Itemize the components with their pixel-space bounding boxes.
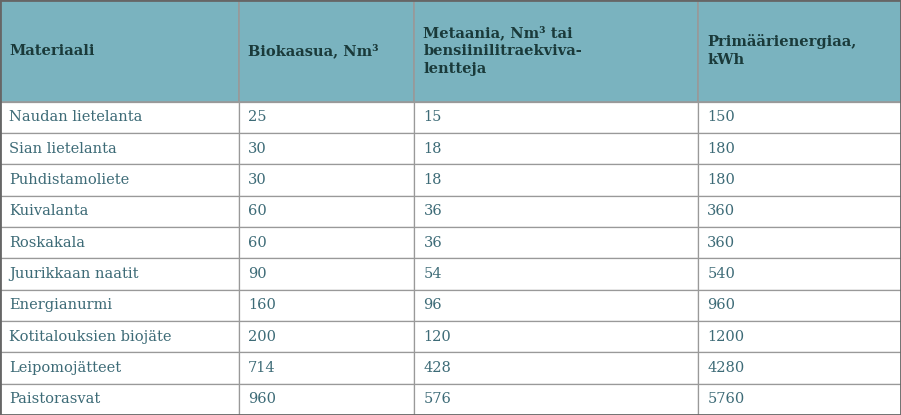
Text: 30: 30 <box>248 142 267 156</box>
Bar <box>414 102 698 133</box>
Text: Puhdistamoliete: Puhdistamoliete <box>9 173 129 187</box>
Text: 120: 120 <box>423 330 451 344</box>
Bar <box>0 227 239 258</box>
Bar <box>698 0 901 102</box>
Bar <box>698 290 901 321</box>
Text: 960: 960 <box>248 392 276 406</box>
Text: Primäärienergiaa,
kWh: Primäärienergiaa, kWh <box>707 34 857 67</box>
Text: 60: 60 <box>248 236 267 250</box>
Bar <box>698 164 901 196</box>
Bar <box>698 102 901 133</box>
Text: Naudan lietelanta: Naudan lietelanta <box>9 110 142 124</box>
Bar <box>0 352 239 383</box>
Text: 360: 360 <box>707 236 735 250</box>
Bar <box>414 164 698 196</box>
Text: 54: 54 <box>423 267 442 281</box>
Text: 60: 60 <box>248 204 267 218</box>
Bar <box>698 196 901 227</box>
Bar <box>414 133 698 164</box>
Bar <box>698 321 901 352</box>
Text: Paistorasvat: Paistorasvat <box>9 392 100 406</box>
Text: Roskakala: Roskakala <box>9 236 85 250</box>
Bar <box>0 383 239 415</box>
Text: 5760: 5760 <box>707 392 744 406</box>
Bar <box>239 383 414 415</box>
Text: 25: 25 <box>248 110 267 124</box>
Text: 150: 150 <box>707 110 735 124</box>
Bar <box>0 133 239 164</box>
Text: Juurikkaan naatit: Juurikkaan naatit <box>9 267 139 281</box>
Bar <box>698 133 901 164</box>
Text: 428: 428 <box>423 361 451 375</box>
Text: 714: 714 <box>248 361 276 375</box>
Text: 96: 96 <box>423 298 442 312</box>
Bar <box>414 290 698 321</box>
Bar <box>698 352 901 383</box>
Text: 1200: 1200 <box>707 330 744 344</box>
Text: 360: 360 <box>707 204 735 218</box>
Bar <box>414 352 698 383</box>
Bar <box>698 383 901 415</box>
Bar <box>414 196 698 227</box>
Bar <box>239 102 414 133</box>
Bar <box>698 258 901 290</box>
Text: 18: 18 <box>423 142 442 156</box>
Bar <box>0 196 239 227</box>
Bar <box>0 0 239 102</box>
Text: Biokaasua, Nm³: Biokaasua, Nm³ <box>248 44 378 58</box>
Text: 4280: 4280 <box>707 361 744 375</box>
Text: Metaania, Nm³ tai
bensiinilitraekviva-
lentteja: Metaania, Nm³ tai bensiinilitraekviva- l… <box>423 26 582 76</box>
Bar <box>239 227 414 258</box>
Bar <box>239 258 414 290</box>
Bar <box>239 164 414 196</box>
Text: 576: 576 <box>423 392 451 406</box>
Text: 180: 180 <box>707 142 735 156</box>
Bar <box>239 321 414 352</box>
Bar <box>414 383 698 415</box>
Text: 90: 90 <box>248 267 267 281</box>
Bar <box>0 321 239 352</box>
Bar <box>0 258 239 290</box>
Text: Leipomojätteet: Leipomojätteet <box>9 361 121 375</box>
Text: 18: 18 <box>423 173 442 187</box>
Bar <box>0 102 239 133</box>
Bar <box>414 258 698 290</box>
Bar <box>239 196 414 227</box>
Text: Kuivalanta: Kuivalanta <box>9 204 88 218</box>
Bar <box>414 321 698 352</box>
Text: Energianurmi: Energianurmi <box>9 298 112 312</box>
Bar <box>239 0 414 102</box>
Bar <box>698 227 901 258</box>
Text: 30: 30 <box>248 173 267 187</box>
Bar <box>239 133 414 164</box>
Text: 36: 36 <box>423 236 442 250</box>
Bar <box>414 0 698 102</box>
Bar <box>414 227 698 258</box>
Text: Kotitalouksien biojäte: Kotitalouksien biojäte <box>9 330 171 344</box>
Text: 160: 160 <box>248 298 276 312</box>
Bar <box>239 352 414 383</box>
Text: 960: 960 <box>707 298 735 312</box>
Text: Sian lietelanta: Sian lietelanta <box>9 142 117 156</box>
Bar <box>239 290 414 321</box>
Text: 180: 180 <box>707 173 735 187</box>
Text: 15: 15 <box>423 110 441 124</box>
Bar <box>0 290 239 321</box>
Text: 36: 36 <box>423 204 442 218</box>
Bar <box>0 164 239 196</box>
Text: 540: 540 <box>707 267 735 281</box>
Text: 200: 200 <box>248 330 276 344</box>
Text: Materiaali: Materiaali <box>9 44 95 58</box>
